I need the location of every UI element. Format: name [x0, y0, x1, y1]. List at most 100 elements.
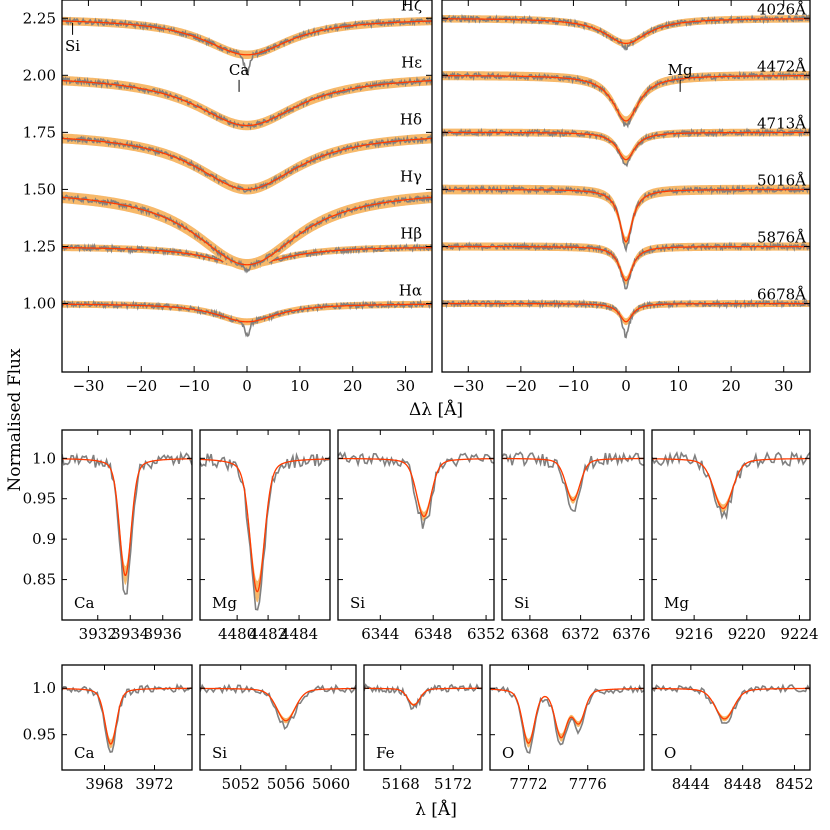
y-tick-label: 1.0: [32, 679, 56, 697]
observed-line-Hε: [62, 76, 432, 131]
x-tick-label: 6372: [562, 625, 600, 643]
x-tick-label: 3972: [135, 775, 173, 793]
model-line-Hγ: [62, 196, 432, 266]
y-tick-label: 2.00: [23, 66, 56, 84]
frame-balmer: [61, 0, 433, 373]
observed-line: [62, 450, 192, 596]
line-label-Hα: Hα: [399, 282, 422, 300]
bottom-x-axis-label: λ [Å]: [415, 799, 457, 820]
plot-area: [200, 683, 356, 731]
x-tick-label: 5168: [382, 775, 420, 793]
plot-area: [502, 451, 644, 512]
annotation-Mg: Mg: [668, 61, 693, 79]
model-band-4472Å: [442, 71, 810, 126]
model-line-Hδ: [62, 137, 432, 191]
x-tick-label: −10: [178, 377, 210, 395]
frame: [199, 429, 331, 621]
element-label-Mg: Mg: [664, 594, 689, 612]
model-line-4472Å: [442, 74, 810, 122]
annotation-Ca: Ca: [229, 61, 249, 79]
x-tick-label: 20: [722, 377, 741, 395]
model-line: [652, 457, 810, 510]
x-tick-label: 4484: [280, 625, 318, 643]
x-tick-label: 6344: [361, 625, 399, 643]
panel-metal-row-2-4: 8444 8448 8452 O: [652, 665, 814, 793]
annotation-Si: Si: [65, 37, 80, 55]
y-tick-label: 1.25: [23, 237, 56, 255]
model-band: [652, 458, 810, 513]
line-label-Hβ: Hβ: [400, 224, 422, 242]
x-tick-label: 7776: [569, 775, 607, 793]
panel-metal-row-2-1: 5052 5056 5060 Si: [200, 665, 356, 793]
plot-area: [338, 451, 494, 529]
x-tick-label: 5056: [267, 775, 305, 793]
model-line: [502, 457, 644, 502]
element-label-Si: Si: [212, 744, 227, 762]
line-label-5876Å: 5876Å: [757, 228, 806, 246]
observed-line-6678Å: [442, 298, 810, 339]
model-band-5016Å: [442, 184, 810, 247]
model-line: [62, 687, 192, 745]
model-line-4713Å: [442, 131, 810, 161]
x-tick-label: −20: [505, 377, 537, 395]
frame: [61, 429, 193, 621]
line-label-6678Å: 6678Å: [757, 286, 806, 304]
y-tick-label: 0.9: [32, 530, 56, 548]
plot-area: [652, 451, 810, 521]
panel-metal-row-2-2: 5168 5172 Fe: [364, 665, 482, 793]
element-label-O: O: [664, 744, 676, 762]
model-band: [490, 688, 644, 748]
frame: [61, 664, 193, 771]
model-line-Hζ: [62, 20, 432, 56]
element-label-Si: Si: [350, 594, 365, 612]
frame-helium: [441, 0, 811, 373]
line-label-Hδ: Hδ: [400, 110, 422, 128]
y-tick-label: 0.95: [23, 490, 56, 508]
line-label-4713Å: 4713Å: [757, 114, 806, 132]
y-tick-label: 2.25: [23, 9, 56, 27]
model-line-4026Å: [442, 18, 810, 45]
x-tick-label: −20: [125, 377, 157, 395]
model-line-6678Å: [442, 302, 810, 323]
x-tick-label: 9216: [675, 625, 713, 643]
x-tick-label: 3936: [144, 625, 182, 643]
line-label-Hε: Hε: [401, 53, 422, 71]
plot-area: [200, 451, 330, 611]
x-tick-label: 0: [242, 377, 252, 395]
element-label-Si: Si: [514, 594, 529, 612]
panel-metal-row-2-3: 7772 7776 O: [490, 665, 644, 793]
x-tick-label: −30: [73, 377, 105, 395]
y-tick-label: 0.95: [23, 726, 56, 744]
x-tick-label: 5060: [312, 775, 350, 793]
observed-line: [652, 683, 810, 724]
y-tick-label: 1.50: [23, 180, 56, 198]
x-tick-label: −30: [452, 377, 484, 395]
model-line: [364, 687, 482, 706]
observed-line-Hδ: [62, 134, 432, 193]
x-tick-label: 30: [396, 377, 415, 395]
x-tick-label: 8444: [672, 775, 710, 793]
observed-line: [490, 684, 644, 754]
plot-area: [490, 684, 644, 754]
model-band: [62, 688, 192, 749]
x-tick-label: 4482: [249, 625, 287, 643]
element-label-Fe: Fe: [376, 744, 395, 762]
x-tick-label: 5172: [434, 775, 472, 793]
frame: [501, 429, 645, 621]
x-tick-label: 8448: [724, 775, 762, 793]
x-tick-label: 3932: [79, 625, 117, 643]
model-line: [490, 687, 644, 744]
plot-area: [364, 682, 482, 711]
model-line: [200, 687, 356, 722]
frame: [337, 429, 495, 621]
panel-helium: 6678Å 5876Å 5016Å 4713Å 4472Å 4026Å Mg −30 −20 −1…: [442, 0, 810, 395]
frame: [651, 664, 811, 771]
line-label-Hζ: Hζ: [401, 0, 422, 14]
model-band: [62, 458, 192, 585]
line-label-4026Å: 4026Å: [757, 0, 806, 18]
x-tick-label: 6352: [467, 625, 505, 643]
panel-metal-row-1-4: 9216 9220 9224 Mg: [652, 430, 819, 643]
y-tick-label: 1.00: [23, 295, 56, 313]
